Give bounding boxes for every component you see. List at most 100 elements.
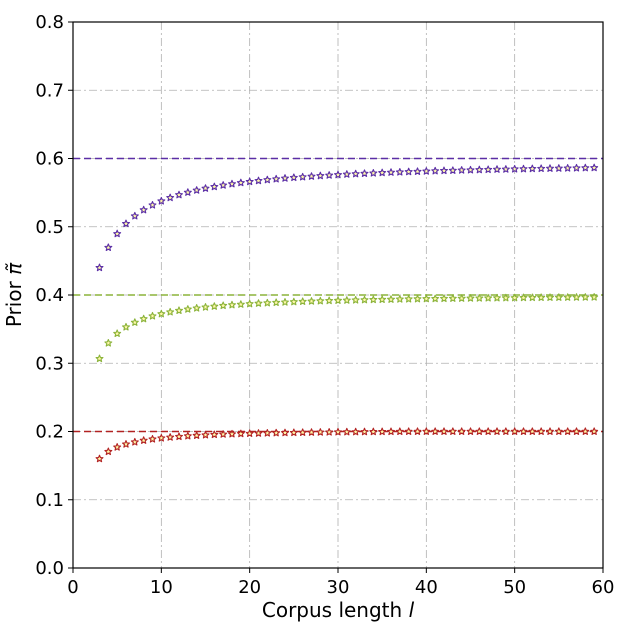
y-tick-label: 0.2 xyxy=(35,422,64,443)
data-point xyxy=(157,309,166,318)
data-point xyxy=(413,294,422,303)
data-point xyxy=(590,293,599,301)
data-point xyxy=(95,263,104,272)
data-point xyxy=(554,164,563,172)
y-tick-label: 0.7 xyxy=(35,80,64,101)
data-point xyxy=(148,311,157,320)
data-point xyxy=(475,294,484,302)
axis-ticks: 0 10 20 30 40 50 60 0.0 0.1 0.2 0.3 0.4 0.5 0.6 0.7 0.8 xyxy=(35,12,614,598)
y-tick-label: 0.0 xyxy=(35,558,64,579)
data-point xyxy=(510,164,519,173)
data-point xyxy=(519,427,528,435)
data-point xyxy=(510,293,519,302)
data-point xyxy=(272,174,281,183)
data-point xyxy=(528,427,537,435)
data-point xyxy=(493,165,501,173)
data-point xyxy=(228,429,236,438)
x-tick-label: 60 xyxy=(592,577,615,598)
data-point xyxy=(457,427,466,435)
data-point xyxy=(493,293,501,302)
data-point xyxy=(537,427,546,435)
data-point xyxy=(254,176,263,185)
data-point xyxy=(192,431,201,439)
data-point xyxy=(130,437,139,446)
data-point xyxy=(475,427,484,435)
data-point xyxy=(395,168,404,176)
data-point xyxy=(519,164,528,173)
data-point xyxy=(210,430,219,439)
data-point xyxy=(201,184,210,192)
data-point xyxy=(440,294,448,303)
data-point xyxy=(316,171,325,180)
data-point xyxy=(581,293,590,301)
data-point xyxy=(130,211,139,220)
data-point xyxy=(325,428,334,436)
data-point xyxy=(537,293,546,302)
x-axis-label: Corpus length l xyxy=(262,598,415,622)
data-point xyxy=(448,294,457,302)
data-point xyxy=(360,427,369,436)
data-point xyxy=(413,427,422,435)
data-point xyxy=(501,427,510,435)
data-point xyxy=(175,306,183,315)
data-point xyxy=(95,454,104,463)
data-point xyxy=(404,427,413,435)
data-point xyxy=(378,427,387,436)
data-point xyxy=(307,172,316,180)
data-point xyxy=(342,296,351,304)
data-point xyxy=(263,428,272,437)
data-point xyxy=(289,173,298,182)
data-point xyxy=(281,428,289,437)
series-1 xyxy=(95,293,599,363)
data-points xyxy=(95,163,599,463)
data-point xyxy=(245,429,254,438)
data-point xyxy=(201,303,210,311)
y-tick-label: 0.5 xyxy=(35,217,64,238)
data-point xyxy=(183,305,192,313)
data-point xyxy=(228,300,236,309)
data-point xyxy=(484,427,493,435)
data-point xyxy=(183,188,192,196)
data-point xyxy=(563,427,572,435)
data-point xyxy=(342,427,351,436)
data-point xyxy=(272,298,281,307)
data-point xyxy=(546,293,554,301)
data-point xyxy=(422,427,431,435)
data-point xyxy=(316,428,325,436)
data-point xyxy=(166,193,175,202)
data-point xyxy=(457,294,466,302)
data-point xyxy=(501,165,510,173)
data-point xyxy=(210,302,219,310)
data-point xyxy=(563,293,572,301)
data-point xyxy=(325,171,334,179)
data-point xyxy=(484,293,493,302)
data-point xyxy=(166,433,175,441)
data-point xyxy=(122,322,130,331)
series-0 xyxy=(95,163,599,272)
data-point xyxy=(546,427,554,435)
data-point xyxy=(387,427,395,436)
x-axis-label-text: Corpus length xyxy=(262,598,409,622)
data-point xyxy=(139,205,148,214)
data-point xyxy=(316,296,325,305)
data-point xyxy=(457,166,466,174)
data-point xyxy=(563,164,572,172)
data-point xyxy=(334,296,342,304)
data-point xyxy=(466,294,475,302)
data-point xyxy=(219,301,228,310)
data-point xyxy=(95,354,104,363)
data-point xyxy=(369,295,378,304)
data-point xyxy=(484,165,493,174)
data-point xyxy=(254,299,263,307)
data-point xyxy=(104,447,113,456)
data-point xyxy=(466,165,475,174)
data-point xyxy=(148,200,157,209)
data-point xyxy=(113,329,122,338)
data-point xyxy=(572,293,581,301)
data-point xyxy=(263,175,272,184)
data-point xyxy=(236,429,245,438)
data-point xyxy=(581,427,590,435)
data-point xyxy=(263,298,272,307)
